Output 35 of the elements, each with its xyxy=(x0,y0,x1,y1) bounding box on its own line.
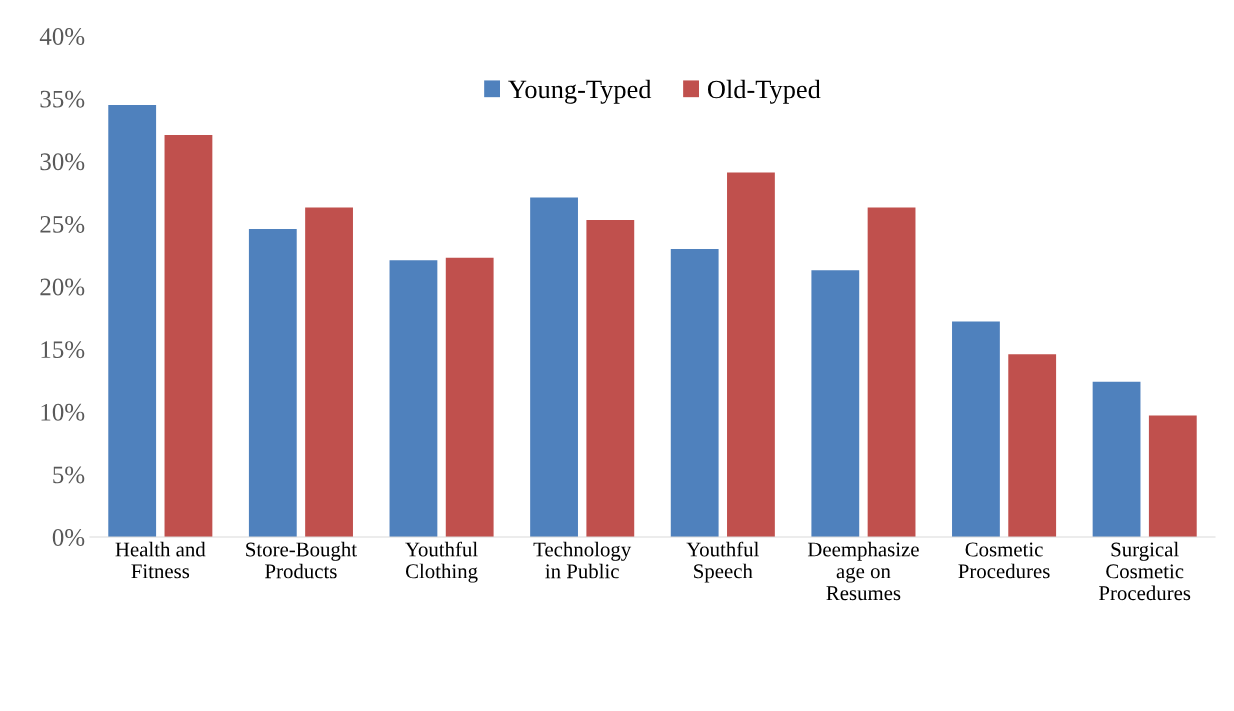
x-tick-label: Store-Bought Products xyxy=(246,541,357,579)
y-tick-label: 0% xyxy=(52,529,85,546)
x-tick-label: Health and Fitness xyxy=(115,541,206,579)
bar xyxy=(164,134,213,537)
bar xyxy=(389,260,438,537)
x-tick-label: Cosmetic Procedures xyxy=(958,542,1050,579)
y-tick-label: 5% xyxy=(53,466,85,484)
bar xyxy=(727,172,775,537)
x-tick-label: Surgical Cosmetic Procedures xyxy=(1099,541,1191,601)
y-tick-label: 10% xyxy=(41,403,85,421)
y-tick-label: 20% xyxy=(40,278,85,296)
bar xyxy=(867,207,916,537)
x-tick-label: Deemphasize age on Resumes xyxy=(807,541,919,601)
legend-label: Old-Typed xyxy=(707,79,821,104)
bar xyxy=(586,220,635,537)
bar xyxy=(108,104,157,537)
bar xyxy=(1092,381,1141,537)
bar xyxy=(1008,354,1057,537)
bar xyxy=(530,197,578,537)
bar xyxy=(1148,415,1197,537)
x-tick-label: Youthful Clothing xyxy=(405,541,478,583)
bar xyxy=(248,228,297,537)
x-tick-label: Youthful Speech xyxy=(686,541,759,583)
x-tick-label: Technology in Public xyxy=(533,541,632,579)
legend-label: Young-Typed xyxy=(508,79,652,104)
y-tick-label: 30% xyxy=(40,153,85,171)
bar xyxy=(811,270,860,537)
y-tick-label: 40% xyxy=(39,28,85,45)
y-tick-label: 25% xyxy=(40,215,85,233)
bar xyxy=(952,321,1000,537)
y-tick-label: 15% xyxy=(41,341,85,359)
bar xyxy=(670,248,719,537)
y-tick-label: 35% xyxy=(40,90,85,108)
bar xyxy=(445,257,494,537)
bar xyxy=(305,207,353,537)
